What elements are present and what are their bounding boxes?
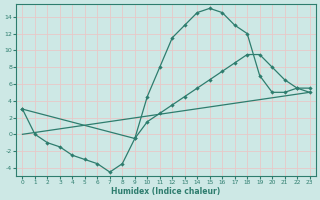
X-axis label: Humidex (Indice chaleur): Humidex (Indice chaleur) [111,187,221,196]
